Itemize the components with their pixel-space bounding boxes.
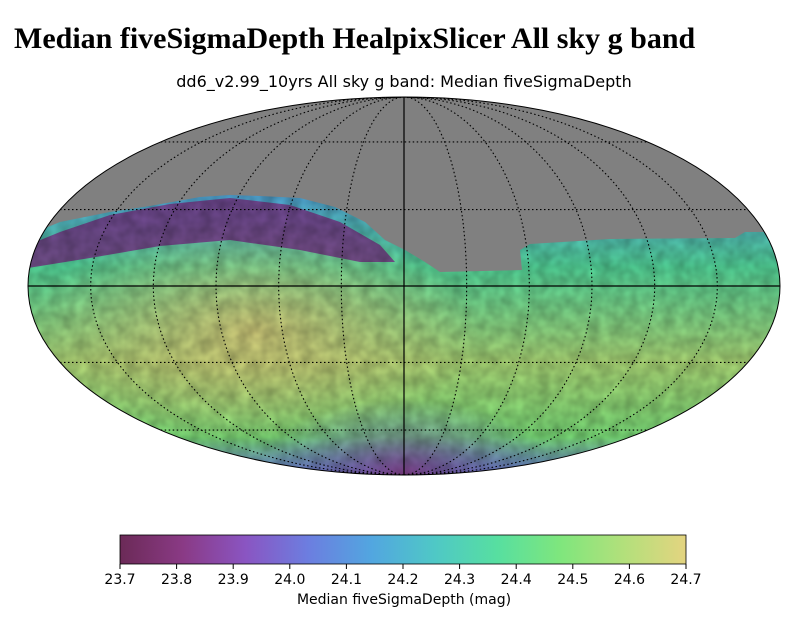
colorbar: 23.7 23.8 23.9 24.0 24.1 24.2 24.3 24.4 24.5 24.6… [104, 534, 702, 608]
colorbar-tick-label-2: 23.9 [218, 572, 249, 588]
colorbar-tick-label-10: 24.7 [670, 572, 701, 588]
colorbar-tick-label-6: 24.3 [444, 572, 475, 588]
colorbar-tick-label-0: 23.7 [104, 572, 135, 588]
colorbar-tick-label-5: 24.2 [387, 572, 418, 588]
colorbar-tick-label-3: 24.0 [274, 572, 305, 588]
meridian-line [403, 97, 468, 475]
colorbar-tick-label-8: 24.5 [557, 572, 588, 588]
plot-title: dd6_v2.99_10yrs All sky g band: Median f… [176, 72, 631, 92]
colorbar-tick-label-4: 24.1 [331, 572, 362, 588]
colorbar-ticks: 23.7 23.8 23.9 24.0 24.1 24.2 24.3 24.4 24.5 24.6… [104, 564, 702, 588]
colorbar-gradient [119, 534, 687, 565]
colorbar-tick-label-1: 23.8 [161, 572, 192, 588]
colorbar-tick-label-9: 24.6 [614, 572, 645, 588]
meridian-line [340, 97, 405, 475]
colorbar-tick-label-7: 24.4 [501, 572, 532, 588]
colorbar-label: Median fiveSigmaDepth (mag) [297, 592, 511, 608]
page-heading: Median fiveSigmaDepth HealpixSlicer All … [14, 22, 696, 55]
